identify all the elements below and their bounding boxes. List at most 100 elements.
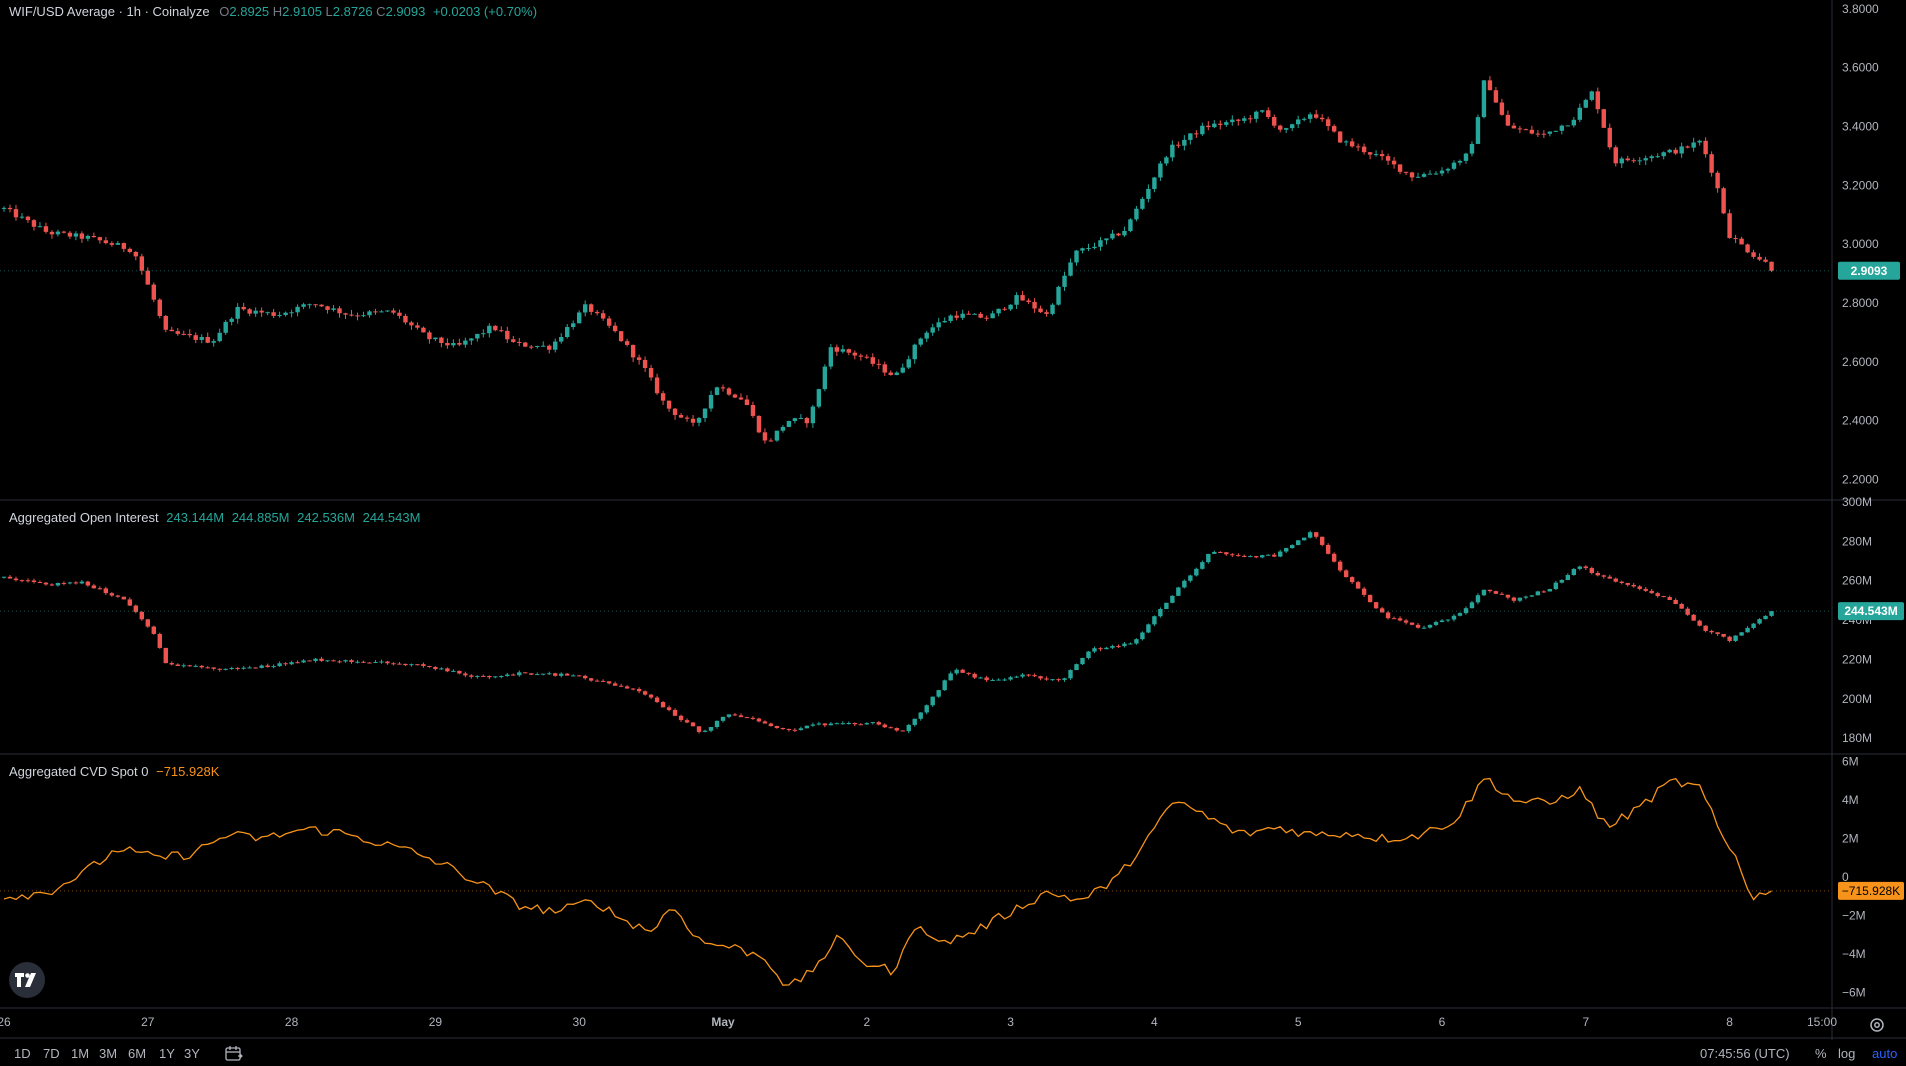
candle-body <box>1607 576 1612 579</box>
candle-body <box>415 325 420 328</box>
candle-body <box>1451 162 1457 169</box>
candle-body <box>553 673 558 676</box>
cvd-title[interactable]: Aggregated CVD Spot 0 <box>9 764 149 779</box>
candle-body <box>1403 171 1409 173</box>
candle-body <box>97 237 103 241</box>
candle-body <box>1463 608 1469 614</box>
candle-body <box>271 666 276 668</box>
candle-body <box>1571 119 1577 126</box>
candle-body <box>1104 647 1109 650</box>
candle-body <box>1709 154 1714 173</box>
candle-body <box>1224 122 1229 125</box>
candle-body <box>804 417 810 424</box>
range-3m-button[interactable]: 3M <box>99 1046 118 1061</box>
candle-body <box>1242 555 1247 557</box>
candle-body <box>666 400 672 409</box>
candle-body <box>451 670 456 672</box>
candle-body <box>1583 99 1588 108</box>
utc-clock[interactable]: 07:45:56 (UTC) <box>1700 1046 1790 1061</box>
candle-body <box>1595 572 1600 576</box>
candle-body <box>235 667 240 669</box>
range-1y-button[interactable]: 1Y <box>159 1046 175 1061</box>
candle-body <box>1296 119 1301 125</box>
settings-gear-icon[interactable] <box>1868 1016 1886 1034</box>
candle-body <box>1032 675 1037 677</box>
axes: 2.2000 2.4000 2.6000 2.8000 3.0000 3.2000 3.40… <box>0 2 1879 1029</box>
candle-body <box>145 619 150 627</box>
range-1m-button[interactable]: 1M <box>71 1046 90 1061</box>
tradingview-logo-icon[interactable] <box>9 962 45 998</box>
range-3y-button[interactable]: 3Y <box>184 1046 200 1061</box>
candle-body <box>606 681 612 684</box>
candle-body <box>1439 620 1445 623</box>
candle-body <box>1361 146 1367 153</box>
candle-body <box>1296 540 1301 546</box>
candle-body <box>1589 568 1594 573</box>
candle-body <box>1002 679 1007 681</box>
candle-body <box>714 720 720 727</box>
candle-body <box>792 418 798 422</box>
candle-body <box>1206 125 1211 128</box>
candle-body <box>7 207 13 210</box>
candle-body <box>954 669 959 674</box>
cvd-pane[interactable] <box>0 777 1832 986</box>
candle-body <box>600 680 606 682</box>
candle-body <box>1457 613 1463 616</box>
range-7d-button[interactable]: 7D <box>43 1046 60 1061</box>
candle-body <box>1691 614 1696 621</box>
candle-body <box>1068 670 1073 679</box>
candle-body <box>660 702 666 708</box>
candle-body <box>1643 158 1648 161</box>
candle-body <box>900 367 905 373</box>
candle-body <box>1619 158 1624 164</box>
range-1d-button[interactable]: 1D <box>14 1046 31 1061</box>
candle-body <box>696 726 702 732</box>
oi-title[interactable]: Aggregated Open Interest <box>9 510 159 525</box>
y-tick-label: 2M <box>1842 832 1859 846</box>
range-6m-button[interactable]: 6M <box>128 1046 147 1061</box>
candle-body <box>1427 173 1433 175</box>
candle-body <box>1505 114 1511 126</box>
candle-body <box>331 660 336 662</box>
candle-body <box>852 723 858 725</box>
candle-body <box>181 665 186 667</box>
candle-body <box>415 664 420 666</box>
candle-body <box>283 663 288 665</box>
calendar-icon[interactable] <box>224 1045 244 1063</box>
candle-body <box>463 340 468 345</box>
candle-body <box>247 309 252 314</box>
auto-toggle[interactable]: auto <box>1872 1046 1898 1061</box>
price-pane[interactable] <box>0 76 1832 444</box>
candle-body <box>127 248 133 252</box>
candle-body <box>541 673 546 675</box>
candle-body <box>1337 131 1343 143</box>
candle-body <box>1379 154 1385 157</box>
candle-body <box>924 705 929 713</box>
candle-body <box>1493 90 1499 103</box>
candle-body <box>1433 622 1439 625</box>
candle-body <box>906 359 911 368</box>
candle-body <box>648 694 654 698</box>
candle-body <box>487 675 492 678</box>
cvd-line <box>3 777 1772 986</box>
open-interest-pane[interactable] <box>0 530 1832 734</box>
candle-body <box>511 674 516 676</box>
candle-body <box>211 667 216 669</box>
log-toggle[interactable]: log <box>1838 1046 1856 1061</box>
candle-body <box>1541 133 1547 135</box>
candle-body <box>1020 295 1025 301</box>
candle-body <box>1230 119 1235 123</box>
candle-body <box>636 688 642 692</box>
candle-body <box>367 311 372 316</box>
candle-body <box>1152 616 1157 625</box>
candle-body <box>690 722 696 727</box>
symbol-title[interactable]: WIF/USD Average · 1h · Coinalyze <box>9 4 210 19</box>
percent-toggle[interactable]: % <box>1815 1046 1827 1061</box>
candle-body <box>1092 648 1097 652</box>
candle-body <box>223 668 228 670</box>
candle-body <box>852 352 858 356</box>
candle-body <box>1727 213 1732 239</box>
x-tick-label: 6 <box>1439 1015 1446 1029</box>
candle-body <box>1301 118 1307 120</box>
